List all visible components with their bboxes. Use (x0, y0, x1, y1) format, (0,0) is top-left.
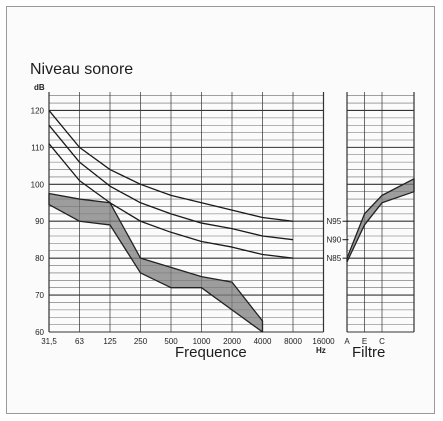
x-tick-label: 2000 (223, 337, 241, 346)
filter-panel-grid (346, 92, 415, 333)
chart-title: Niveau sonore (30, 61, 133, 78)
y-tick-label: 60 (35, 328, 44, 337)
y-unit-label: dB (34, 83, 45, 92)
curve-n85 (48, 143, 294, 259)
y-tick-label: 80 (35, 254, 44, 263)
curve-label-bg (324, 234, 347, 245)
x-tick-label: 16000 (312, 337, 335, 346)
y-tick-label: 100 (31, 180, 45, 189)
y-tick-label: 70 (35, 291, 44, 300)
curve-n95 (48, 110, 294, 222)
curve-label-n95: N95 (327, 217, 342, 226)
filter-panel-marks (346, 178, 415, 263)
x-tick-label: 63 (75, 337, 84, 346)
curve-label-bg (324, 253, 347, 264)
x-axis-title: Frequence (175, 344, 247, 361)
filter-x-tick-label: A (344, 337, 350, 346)
x-tick-label: 8000 (284, 337, 302, 346)
x-tick-label: 250 (134, 337, 148, 346)
filter-panel-title: Filtre (352, 344, 385, 361)
curve-label-bg (324, 216, 347, 227)
tick-labels: 60 70 80 90 100 110 120 31,5 63 125 250 500 1000 2000… (31, 106, 385, 346)
filter-band (346, 178, 415, 263)
curve-label-n90: N90 (327, 236, 342, 245)
x-tick-label: 4000 (254, 337, 272, 346)
y-tick-label: 120 (31, 106, 45, 115)
x-tick-label: 1000 (193, 337, 211, 346)
spectrum-band (48, 192, 264, 333)
x-tick-label: 500 (164, 337, 178, 346)
main-panel-marks: N95 N90 N85 (48, 110, 349, 333)
curve-label-n85: N85 (327, 254, 342, 263)
filter-x-tick-label: E (362, 337, 367, 346)
y-tick-label: 90 (35, 217, 44, 226)
curve-n90 (48, 124, 294, 241)
x-tick-label: 125 (103, 337, 117, 346)
x-unit-label: Hz (316, 346, 326, 355)
filter-x-tick-label: C (379, 337, 385, 346)
y-tick-label: 110 (31, 143, 44, 152)
x-tick-label: 31,5 (41, 337, 57, 346)
